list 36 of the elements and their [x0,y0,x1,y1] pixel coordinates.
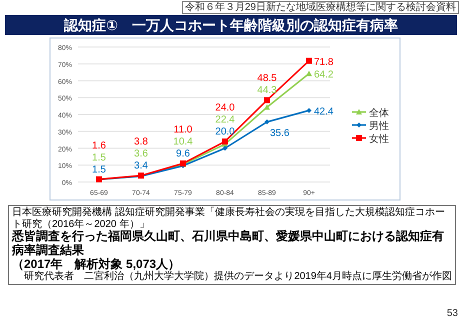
legend-label: 男性 [369,120,389,132]
text: 日本医療研究開発機構 認知症研究開発事業「健康長寿社会の実現を目指した大規模認知症コホート研究（2016年～2020 年）」 [12,207,446,230]
data-label: 42.4 [314,106,334,118]
data-label: 3.4 [134,160,148,172]
point [264,97,270,104]
text: 53 [446,308,458,319]
point [264,104,270,110]
legend-label: 全体 [369,107,389,119]
text: 令和６年３月29日新たな地域医療構想等に関する検討会資料 [182,1,459,14]
data-label: 24.0 [215,102,236,114]
point [222,138,228,144]
point [306,58,312,64]
chart-title: 認知症① 一万人コホート年齢階級別の認知症有病率 [5,15,457,35]
data-label: 22.4 [215,114,236,126]
text: （2017年 解析対象 5,073人） [12,256,180,271]
data-label: 1.5 [92,164,106,176]
text: 悉皆調査を行った福岡県久山町、石川県中島町、愛媛県中山町における認知症有病率調査結果 [12,229,445,258]
data-label: 44.3 [257,85,278,96]
data-label: 3.6 [134,148,148,160]
data-label: 10.4 [173,136,194,148]
data-label: 9.6 [176,148,190,160]
point [222,146,228,151]
point [264,119,270,124]
data-label: 20.0 [215,126,236,138]
data-label: 71.8 [314,56,334,68]
point [306,108,312,113]
data-label: 48.5 [257,73,278,84]
point [306,70,312,76]
text: 研究代表者 二宮利治（九州大学大学院）提供のデータより2019年4月時点に厚生労働省が作図 [24,271,452,283]
data-label: 3.8 [134,136,148,148]
data-label: 64.2 [314,70,334,81]
legend-label: 女性 [369,133,389,145]
data-label: 11.0 [174,124,193,136]
data-label: 1.6 [92,140,106,152]
data-label: 1.5 [92,152,106,164]
data-label: 35.6 [270,128,290,139]
